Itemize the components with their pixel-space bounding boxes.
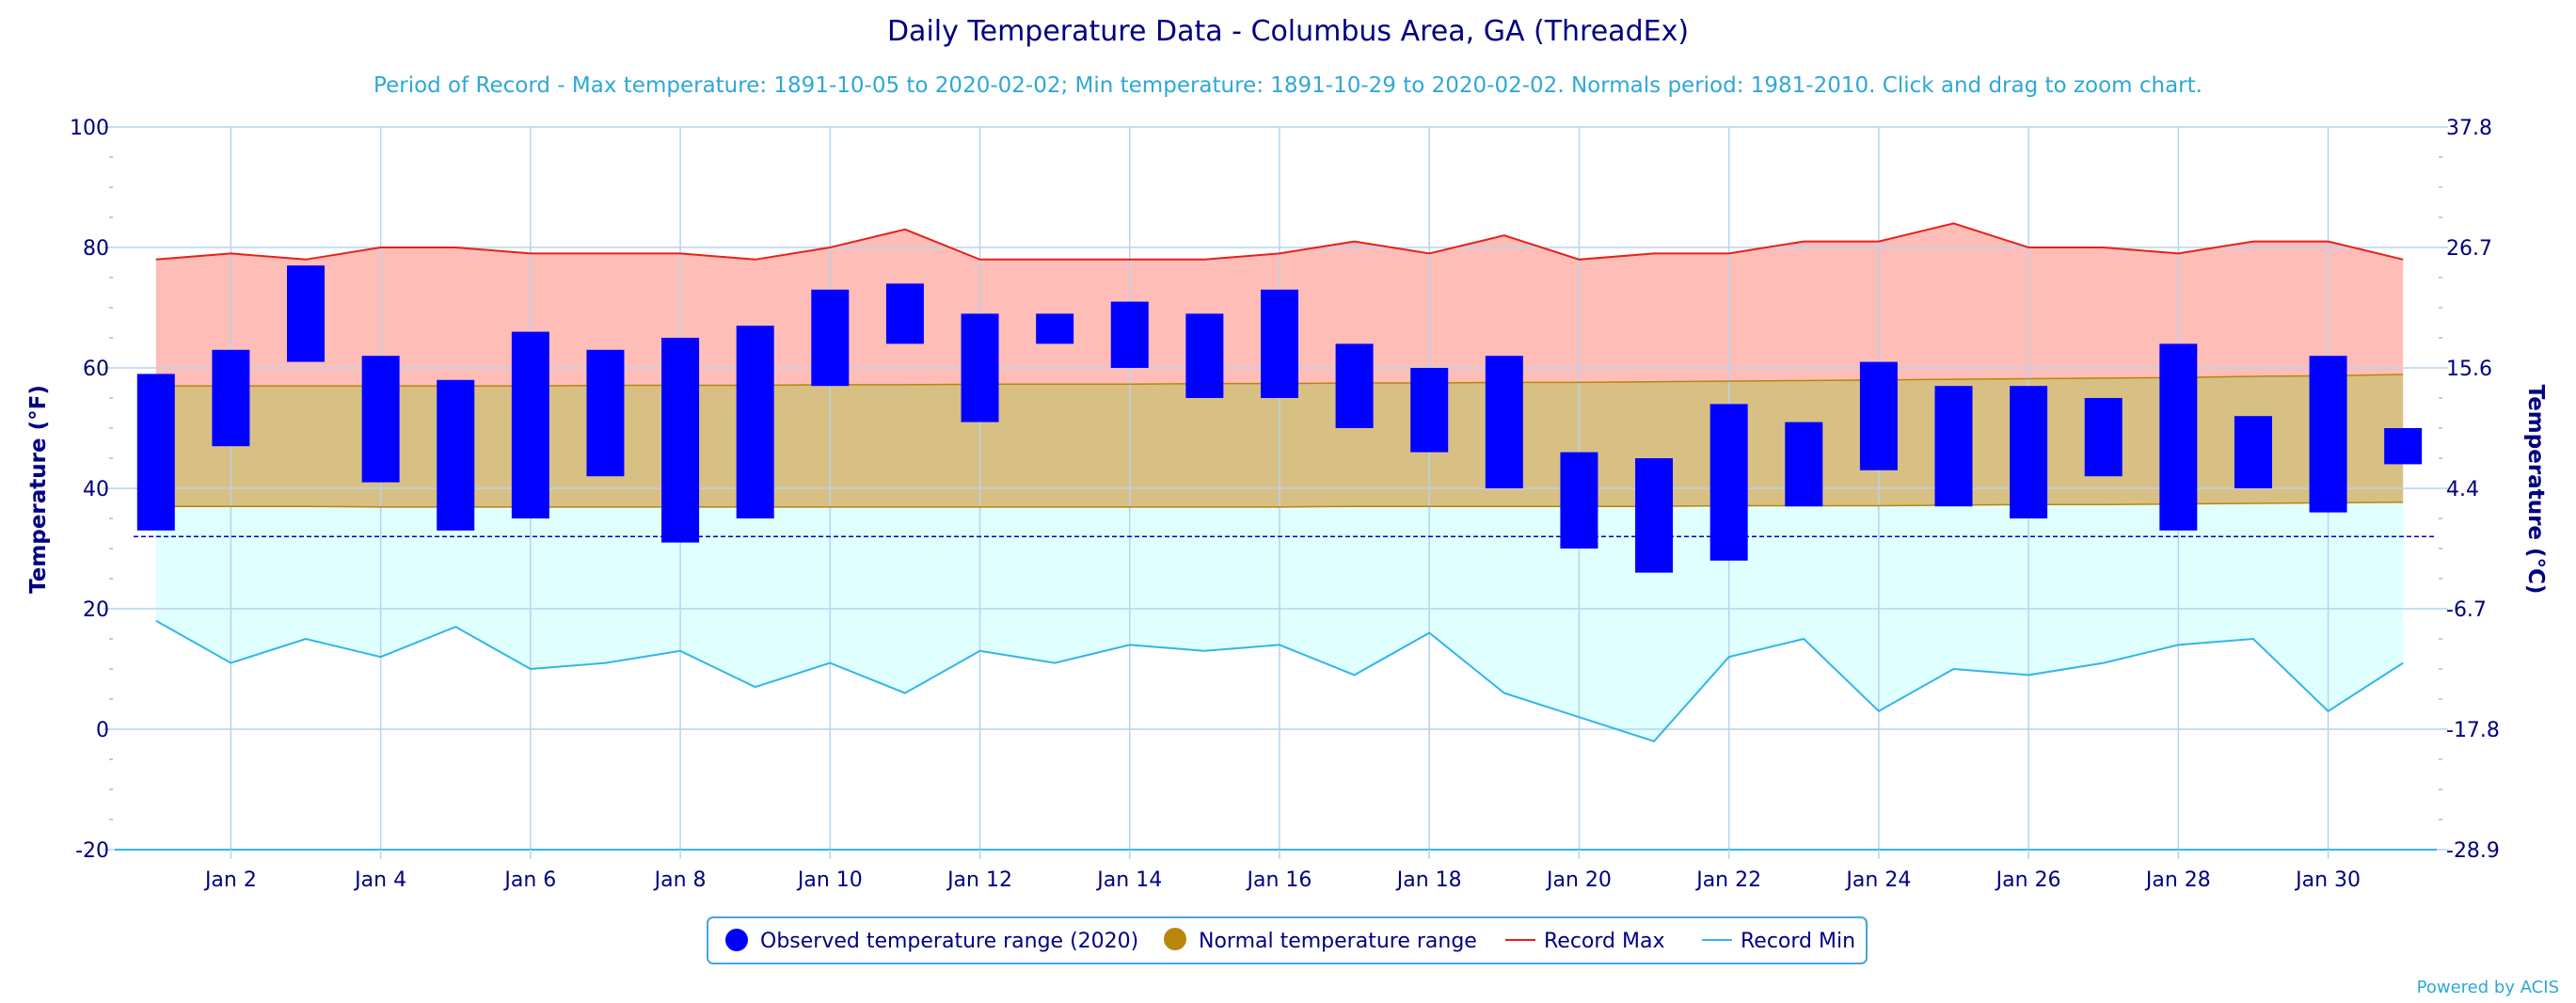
y-tick-label-left: -20: [75, 839, 109, 863]
legend-item-normal[interactable]: Normal temperature range: [1164, 928, 1477, 953]
observed-bar[interactable]: [361, 356, 400, 483]
observed-bar[interactable]: [2234, 416, 2272, 488]
y-axis-title-left: Temperature (°F): [26, 385, 51, 594]
y-tick-label-right: 15.6: [2446, 358, 2492, 381]
credit-text: Powered by ACIS: [2417, 978, 2559, 997]
observed-bar[interactable]: [2084, 398, 2123, 477]
y-tick-label-left: 80: [83, 237, 109, 261]
legend-observed-label: Observed temperature range (2020): [760, 930, 1138, 953]
x-tick-label: Jan 14: [1095, 868, 1162, 892]
legend-normal-label: Normal temperature range: [1199, 930, 1477, 953]
observed-bar[interactable]: [1785, 422, 1823, 507]
record-min-line: [155, 619, 2404, 742]
legend-normal-marker: [1164, 928, 1186, 950]
observed-bar[interactable]: [885, 283, 924, 344]
observed-bar[interactable]: [1560, 452, 1598, 549]
observed-bar[interactable]: [212, 349, 250, 447]
legend-box: [707, 916, 1868, 964]
x-tick-label: Jan 6: [502, 868, 556, 892]
x-tick-label: Jan 28: [2144, 868, 2211, 892]
chart-title: Daily Temperature Data - Columbus Area, …: [887, 15, 1689, 48]
x-tick-label: Jan 22: [1694, 868, 1761, 892]
y-axis-title-right: Temperature (°C): [2523, 385, 2548, 595]
x-tick-label: Jan 20: [1545, 868, 1612, 892]
x-tick-label: Jan 30: [2294, 868, 2361, 892]
x-tick-label: Jan 24: [1844, 868, 1911, 892]
x-tick-label: Jan 8: [653, 868, 707, 892]
axes: 100 37.8 80 26.7 60 15.6 40 4.4 20 -6.7 0 -17.8 -20 -…: [70, 117, 2500, 892]
x-tick-label: Jan 4: [353, 868, 406, 892]
y-tick-label-right: 4.4: [2446, 478, 2479, 502]
observed-bar[interactable]: [1036, 313, 1074, 344]
legend-item-record-min[interactable]: Record Min: [1702, 930, 1855, 953]
observed-bar[interactable]: [2159, 343, 2198, 531]
observed-bar[interactable]: [1185, 313, 1224, 398]
y-tick-label-left: 20: [83, 598, 109, 622]
observed-bar[interactable]: [1410, 368, 1449, 453]
legend-item-observed[interactable]: Observed temperature range (2020): [725, 929, 1138, 953]
x-tick-label: Jan 10: [796, 868, 863, 892]
observed-bar[interactable]: [736, 326, 774, 518]
observed-bar[interactable]: [1709, 404, 1748, 561]
observed-bar[interactable]: [511, 331, 549, 518]
observed-bar[interactable]: [661, 338, 700, 543]
observed-bar[interactable]: [1635, 458, 1674, 573]
observed-bar[interactable]: [1260, 289, 1298, 398]
y-tick-label-right: 37.8: [2446, 117, 2492, 140]
legend: Observed temperature range (2020) Normal…: [707, 916, 1868, 964]
chart-subtitle: Period of Record - Max temperature: 1891…: [374, 73, 2202, 98]
y-tick-label-right: -17.8: [2446, 719, 2500, 742]
legend-item-record-max[interactable]: Record Max: [1505, 930, 1665, 953]
observed-bar[interactable]: [1485, 356, 1523, 488]
legend-record-min-label: Record Min: [1741, 930, 1855, 953]
observed-bar[interactable]: [1335, 343, 1374, 428]
credit-link[interactable]: Powered by ACIS: [2417, 978, 2559, 997]
legend-record-max-label: Record Max: [1544, 930, 1665, 953]
x-tick-label: Jan 2: [203, 868, 257, 892]
y-tick-label-right: 26.7: [2446, 237, 2492, 261]
legend-observed-marker: [725, 929, 748, 951]
y-tick-label-left: 0: [96, 719, 109, 742]
x-tick-label: Jan 12: [946, 868, 1012, 892]
x-tick-label: Jan 16: [1246, 868, 1312, 892]
observed-bar[interactable]: [1934, 386, 1973, 507]
observed-bar[interactable]: [2010, 386, 2048, 518]
observed-bar[interactable]: [2384, 428, 2423, 465]
y-tick-label-left: 100: [70, 117, 109, 140]
y-tick-label-left: 60: [83, 358, 109, 381]
observed-bar[interactable]: [2309, 356, 2347, 513]
record-max-line: [155, 222, 2404, 261]
observed-bar[interactable]: [136, 374, 175, 531]
x-tick-label: Jan 18: [1395, 868, 1462, 892]
y-tick-label-right: -28.9: [2446, 839, 2500, 863]
y-tick-label-right: -6.7: [2446, 598, 2487, 622]
y-tick-label-left: 40: [83, 478, 109, 502]
observed-bar[interactable]: [961, 313, 999, 422]
observed-bar[interactable]: [1859, 361, 1898, 470]
observed-bar[interactable]: [287, 265, 326, 362]
observed-bar[interactable]: [1110, 301, 1149, 368]
observed-bar[interactable]: [437, 379, 475, 531]
observed-bars: [136, 265, 2423, 573]
observed-bar[interactable]: [811, 289, 850, 387]
observed-bar[interactable]: [586, 349, 625, 477]
x-tick-label: Jan 26: [1995, 868, 2061, 892]
